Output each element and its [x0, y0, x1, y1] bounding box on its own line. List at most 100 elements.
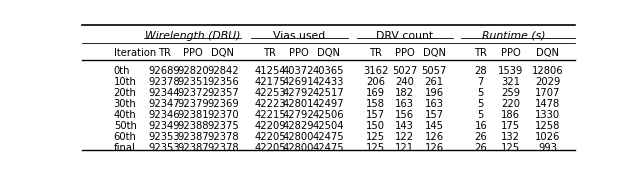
- Text: PPO: PPO: [394, 48, 414, 58]
- Text: 92375: 92375: [207, 121, 239, 131]
- Text: 60th: 60th: [114, 132, 136, 142]
- Text: 206: 206: [366, 77, 385, 87]
- Text: 125: 125: [366, 132, 385, 142]
- Text: 1258: 1258: [535, 121, 561, 131]
- Text: 92369: 92369: [207, 99, 239, 109]
- Text: 42205: 42205: [254, 132, 286, 142]
- Text: 126: 126: [424, 132, 444, 142]
- Text: 92351: 92351: [177, 77, 209, 87]
- Text: PPO: PPO: [500, 48, 520, 58]
- Text: 1539: 1539: [498, 66, 524, 76]
- Text: 42801: 42801: [283, 99, 314, 109]
- Text: TR: TR: [474, 48, 487, 58]
- Text: Wirelength (DBU): Wirelength (DBU): [145, 31, 241, 41]
- Text: 26: 26: [474, 143, 487, 153]
- Text: 5027: 5027: [392, 66, 417, 76]
- Text: 40365: 40365: [313, 66, 344, 76]
- Text: 42475: 42475: [313, 143, 344, 153]
- Text: 12806: 12806: [532, 66, 564, 76]
- Text: 7: 7: [477, 77, 484, 87]
- Text: 163: 163: [425, 99, 444, 109]
- Text: 0th: 0th: [114, 66, 130, 76]
- Text: PPO: PPO: [289, 48, 308, 58]
- Text: 5: 5: [477, 110, 484, 120]
- Text: 121: 121: [395, 143, 414, 153]
- Text: DQN: DQN: [422, 48, 445, 58]
- Text: 40th: 40th: [114, 110, 136, 120]
- Text: 1330: 1330: [535, 110, 560, 120]
- Text: PPO: PPO: [183, 48, 203, 58]
- Text: 122: 122: [395, 132, 414, 142]
- Text: TR: TR: [369, 48, 382, 58]
- Text: DRV count: DRV count: [376, 31, 433, 41]
- Text: 1026: 1026: [535, 132, 561, 142]
- Text: 240: 240: [395, 77, 414, 87]
- Text: TR: TR: [158, 48, 171, 58]
- Text: 16: 16: [474, 121, 487, 131]
- Text: DQN: DQN: [317, 48, 340, 58]
- Text: TR: TR: [264, 48, 276, 58]
- Text: 42209: 42209: [254, 121, 286, 131]
- Text: 92842: 92842: [207, 66, 239, 76]
- Text: 92346: 92346: [148, 110, 180, 120]
- Text: 92357: 92357: [207, 88, 239, 98]
- Text: 42691: 42691: [283, 77, 315, 87]
- Text: 42800: 42800: [283, 132, 314, 142]
- Text: 125: 125: [366, 143, 385, 153]
- Text: 42504: 42504: [313, 121, 344, 131]
- Text: 92344: 92344: [148, 88, 180, 98]
- Text: 92387: 92387: [177, 143, 209, 153]
- Text: 186: 186: [501, 110, 520, 120]
- Text: 5: 5: [477, 99, 484, 109]
- Text: 92820: 92820: [177, 66, 209, 76]
- Text: 26: 26: [474, 132, 487, 142]
- Text: 42800: 42800: [283, 143, 314, 153]
- Text: 92378: 92378: [207, 132, 239, 142]
- Text: 40372: 40372: [283, 66, 314, 76]
- Text: 92353: 92353: [148, 132, 180, 142]
- Text: 143: 143: [395, 121, 414, 131]
- Text: 92387: 92387: [177, 132, 209, 142]
- Text: 92689: 92689: [148, 66, 180, 76]
- Text: 92379: 92379: [177, 99, 209, 109]
- Text: Vias used: Vias used: [273, 31, 325, 41]
- Text: 92381: 92381: [177, 110, 209, 120]
- Text: 92349: 92349: [148, 121, 180, 131]
- Text: 158: 158: [366, 99, 385, 109]
- Text: 2029: 2029: [535, 77, 561, 87]
- Text: 20th: 20th: [114, 88, 136, 98]
- Text: 92378: 92378: [207, 143, 239, 153]
- Text: 163: 163: [395, 99, 414, 109]
- Text: 126: 126: [424, 143, 444, 153]
- Text: 182: 182: [395, 88, 414, 98]
- Text: 157: 157: [366, 110, 385, 120]
- Text: 42175: 42175: [254, 77, 286, 87]
- Text: Runtime (s): Runtime (s): [483, 31, 546, 41]
- Text: 28: 28: [474, 66, 487, 76]
- Text: 993: 993: [538, 143, 557, 153]
- Text: 150: 150: [366, 121, 385, 131]
- Text: 169: 169: [366, 88, 385, 98]
- Text: 196: 196: [424, 88, 444, 98]
- Text: 261: 261: [424, 77, 444, 87]
- Text: 92378: 92378: [148, 77, 180, 87]
- Text: final: final: [114, 143, 136, 153]
- Text: 42253: 42253: [254, 88, 286, 98]
- Text: 42792: 42792: [283, 88, 315, 98]
- Text: 42223: 42223: [254, 99, 286, 109]
- Text: 92353: 92353: [148, 143, 180, 153]
- Text: 156: 156: [395, 110, 414, 120]
- Text: 10th: 10th: [114, 77, 136, 87]
- Text: 5: 5: [477, 88, 484, 98]
- Text: DQN: DQN: [536, 48, 559, 58]
- Text: 42792: 42792: [283, 110, 315, 120]
- Text: 41254: 41254: [254, 66, 286, 76]
- Text: 42215: 42215: [254, 110, 286, 120]
- Text: 92356: 92356: [207, 77, 239, 87]
- Text: 92370: 92370: [207, 110, 239, 120]
- Text: 50th: 50th: [114, 121, 136, 131]
- Text: 42205: 42205: [254, 143, 286, 153]
- Text: 42497: 42497: [313, 99, 344, 109]
- Text: DQN: DQN: [211, 48, 234, 58]
- Text: 5057: 5057: [422, 66, 447, 76]
